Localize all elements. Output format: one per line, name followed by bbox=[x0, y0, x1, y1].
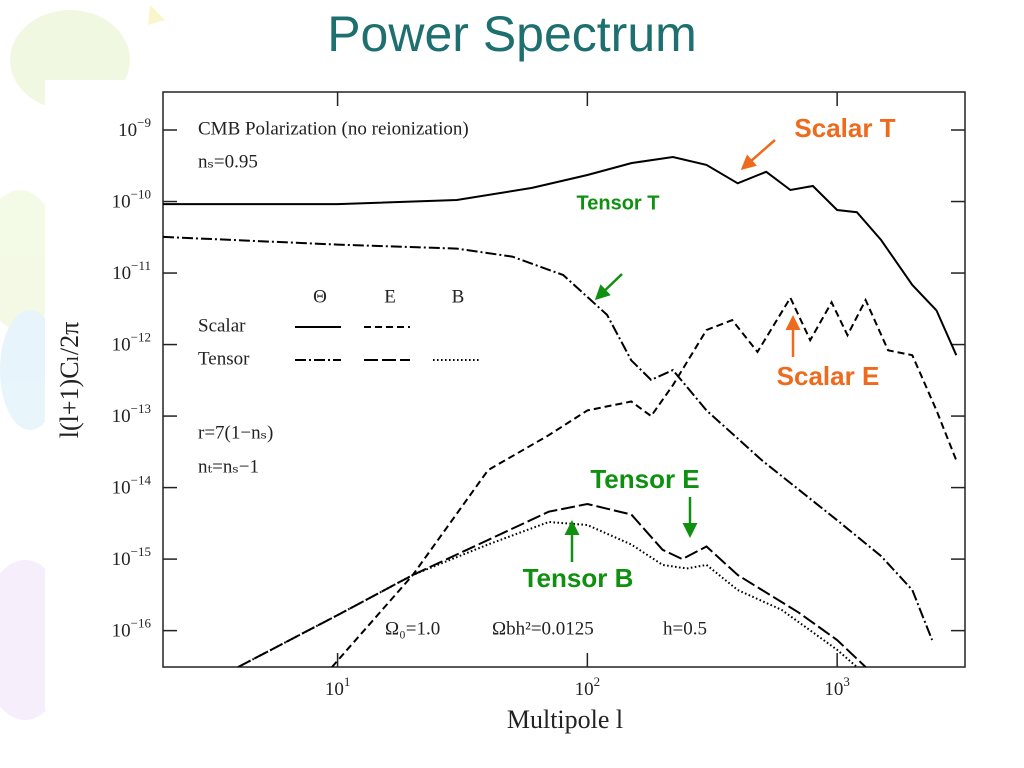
tick-exponent: −9 bbox=[137, 115, 151, 130]
y-axis-label: l(l+1)Cₗ/2π bbox=[55, 322, 84, 438]
tick-label: 103 bbox=[824, 674, 850, 700]
legend-header: B bbox=[452, 286, 465, 307]
tick-label: 10−10 bbox=[112, 187, 151, 213]
tick-exponent: −16 bbox=[131, 616, 152, 631]
tick-label: 10−12 bbox=[112, 330, 151, 356]
annotation: nₜ=nₛ−1 bbox=[198, 456, 259, 477]
plot-frame bbox=[162, 91, 966, 668]
series-label: Tensor E bbox=[590, 464, 699, 494]
tick-exponent: 3 bbox=[843, 674, 850, 689]
tick-base: 10 bbox=[112, 406, 131, 427]
series-line bbox=[331, 295, 958, 667]
tick-exponent: −10 bbox=[131, 187, 151, 202]
x-axis-label: Multipole l bbox=[507, 705, 623, 734]
series-line bbox=[237, 502, 867, 667]
curves bbox=[163, 155, 958, 667]
tick-exponent: −13 bbox=[131, 401, 151, 416]
legend-header: Θ bbox=[313, 286, 327, 307]
tick-label: 101 bbox=[325, 674, 351, 700]
tick-exponent: −14 bbox=[131, 473, 152, 488]
arrow bbox=[594, 273, 623, 301]
series-label: Scalar E bbox=[777, 361, 880, 391]
legend-header: E bbox=[384, 286, 396, 307]
chart-panel bbox=[45, 80, 1024, 710]
tick-base: 10 bbox=[112, 478, 131, 499]
tick-base: 10 bbox=[112, 192, 131, 213]
tick-label: 102 bbox=[575, 674, 601, 700]
tick-base: 10 bbox=[575, 679, 594, 700]
tick-base: 10 bbox=[824, 679, 843, 700]
tick-base: 10 bbox=[112, 621, 131, 642]
annotation: CMB Polarization (no reionization) bbox=[198, 118, 469, 139]
series-line bbox=[237, 520, 858, 667]
tick-base: 10 bbox=[112, 263, 131, 284]
tick-exponent: −12 bbox=[131, 330, 151, 345]
series-label: Tensor T bbox=[577, 192, 660, 214]
tick-base: 10 bbox=[118, 120, 137, 141]
tick-label: 10−11 bbox=[112, 258, 151, 284]
legend: Θ E B Scalar Tensor bbox=[198, 286, 479, 369]
tick-exponent: −15 bbox=[131, 544, 151, 559]
annotation: Ω₀=1.0 bbox=[385, 618, 440, 639]
annotation: nₛ=0.95 bbox=[198, 151, 258, 172]
tick-base: 10 bbox=[112, 335, 131, 356]
slide-title: Power Spectrum bbox=[327, 6, 697, 62]
annotation: h=0.5 bbox=[663, 618, 707, 639]
axes: 10−910−1010−1110−1210−1310−1410−1510−161… bbox=[112, 92, 965, 700]
annotation: r=7(1−nₛ) bbox=[198, 422, 273, 443]
tick-label: 10−9 bbox=[118, 115, 151, 141]
series-line bbox=[163, 235, 934, 641]
legend-row: Tensor bbox=[198, 348, 250, 369]
tick-label: 10−15 bbox=[112, 544, 151, 570]
tick-base: 10 bbox=[325, 679, 344, 700]
series-label: Scalar T bbox=[794, 113, 895, 143]
series-line bbox=[163, 155, 958, 356]
tick-exponent: −11 bbox=[131, 258, 151, 273]
tick-label: 10−14 bbox=[112, 473, 152, 499]
tick-exponent: 2 bbox=[594, 674, 601, 689]
legend-row: Scalar bbox=[198, 315, 246, 336]
tick-label: 10−16 bbox=[112, 616, 152, 642]
tick-base: 10 bbox=[112, 549, 131, 570]
series-label: Tensor B bbox=[523, 563, 634, 593]
tick-exponent: 1 bbox=[344, 674, 351, 689]
legend-samples bbox=[295, 326, 479, 361]
tick-label: 10−13 bbox=[112, 401, 151, 427]
annotation: Ωbh²=0.0125 bbox=[492, 618, 594, 639]
arrow bbox=[740, 139, 776, 170]
